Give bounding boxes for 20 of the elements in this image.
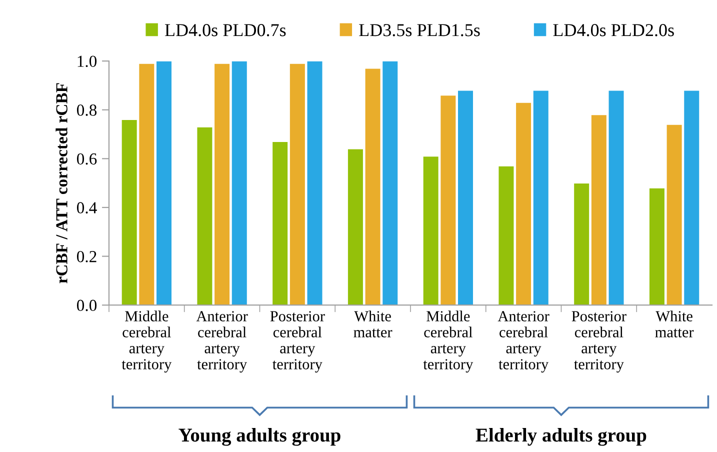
y-axis-title: rCBF / ATT corrected rCBF bbox=[56, 83, 68, 284]
y-tick-label: 1.0 bbox=[78, 56, 97, 68]
legend-label: LD3.5s PLD1.5s bbox=[359, 24, 480, 36]
text: Young adults group bbox=[178, 428, 340, 446]
x-tick-label: Middle cerebral artery territory bbox=[122, 310, 172, 373]
x-tick-label: White matter bbox=[655, 310, 694, 338]
y-tick-label: 0.6 bbox=[76, 153, 97, 165]
x-tick-label: Posterior cerebral artery territory bbox=[270, 311, 325, 373]
x-tick-label: Posterior cerebral artery territory bbox=[572, 311, 626, 373]
text: Elderly adults group bbox=[476, 428, 646, 446]
y-tick-label: 0.4 bbox=[76, 202, 97, 214]
y-tick-label: 0.8 bbox=[76, 104, 97, 116]
x-tick-label: Anterior cerebral artery territory bbox=[498, 311, 550, 373]
x-tick-label: White matter bbox=[354, 310, 392, 338]
x-tick-label: Anterior cerebral artery territory bbox=[196, 311, 248, 373]
x-tick-label: Middle cerebral artery territory bbox=[423, 310, 474, 373]
legend-label: LD4.0s PLD0.7s bbox=[164, 24, 286, 36]
y-tick-label: 0.2 bbox=[76, 250, 96, 262]
legend-label: LD4.0s PLD2.0s bbox=[553, 24, 674, 36]
y-tick-label: 0.0 bbox=[76, 300, 97, 312]
